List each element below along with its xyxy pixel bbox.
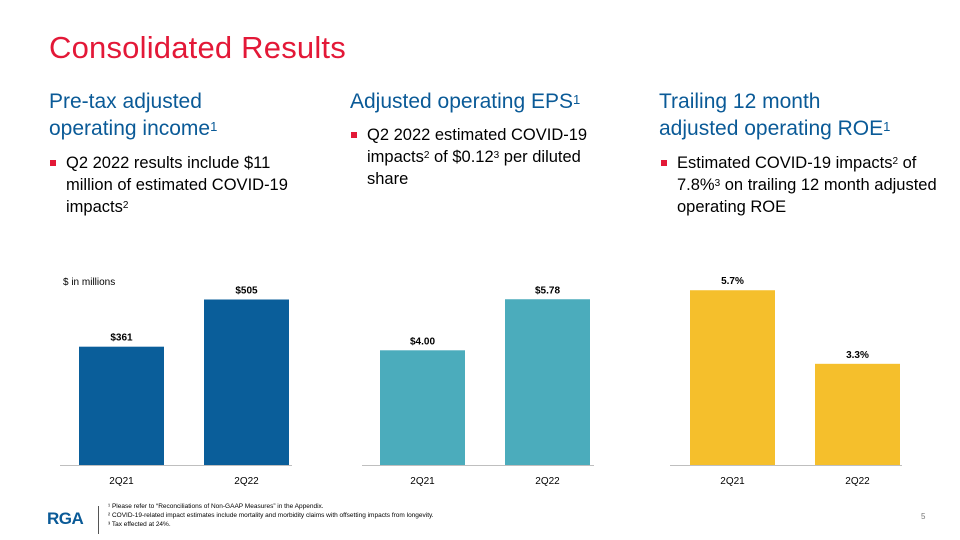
footnote-ref: 3 <box>493 150 500 161</box>
heading-line: operating income <box>49 117 211 140</box>
bar-2q21 <box>79 346 164 465</box>
rga-logo: RGA <box>47 509 84 528</box>
unit-label: $ in millions <box>63 277 116 288</box>
category-label: 2Q21 <box>410 476 435 487</box>
column-heading-eps: Adjusted operating EPS1 <box>350 88 630 115</box>
footnote-1: ¹ Please refer to “Reconciliations of No… <box>108 503 324 510</box>
category-label: 2Q21 <box>109 476 134 487</box>
footnote-ref: 2 <box>122 200 129 211</box>
bar-value-label: 5.7% <box>721 276 744 287</box>
bullet-eps: Q2 2022 estimated COVID-19 impacts2 of $… <box>351 124 619 190</box>
footnote-ref: 1 <box>572 92 581 107</box>
bar-value-label: $4.00 <box>410 336 435 347</box>
bar-2q22 <box>505 299 590 465</box>
bullet-pretax: Q2 2022 results include $11 million of e… <box>50 152 316 218</box>
footnote-ref: 2 <box>423 150 430 161</box>
bullet-text: Estimated COVID-19 impacts <box>677 154 893 172</box>
category-label: 2Q21 <box>720 476 745 487</box>
bar-value-label: $361 <box>110 333 133 344</box>
category-label: 2Q22 <box>234 476 259 487</box>
bullet-marker <box>50 160 56 166</box>
column-heading-pretax: Pre-tax adjusted operating income1 <box>49 88 309 142</box>
footnote-3: ³ Tax effected at 24%. <box>108 521 171 528</box>
bar-2q22 <box>815 363 900 465</box>
heading-line: Trailing 12 month <box>659 90 821 113</box>
footnote-ref: 1 <box>210 119 218 134</box>
footnote-2: ² COVID-19-related impact estimates incl… <box>108 512 434 519</box>
page-title: Consolidated Results <box>49 30 346 65</box>
heading-line: Adjusted operating EPS <box>350 90 573 113</box>
bullet-text: of 7.8% <box>677 154 917 194</box>
bar-2q22 <box>204 299 289 465</box>
heading-line: Pre-tax adjusted <box>49 90 202 113</box>
footnotes: ¹ Please refer to “Reconciliations of No… <box>108 502 434 529</box>
bullet-text: on trailing 12 month adjusted operating … <box>677 176 937 216</box>
bar-value-label: $5.78 <box>535 285 560 296</box>
bullet-marker <box>351 132 357 138</box>
bullet-marker <box>661 160 667 166</box>
bar-2q21 <box>690 290 775 465</box>
bullet-text: per diluted share <box>367 148 581 188</box>
page-number: 5 <box>921 512 926 521</box>
bar-value-label: 3.3% <box>846 350 869 361</box>
footnote-ref: 2 <box>892 156 899 167</box>
bullet-text: Q2 2022 estimated COVID-19 impacts <box>367 126 588 166</box>
bar-2q21 <box>380 350 465 465</box>
footnote-ref: 1 <box>883 119 891 134</box>
category-label: 2Q22 <box>845 476 870 487</box>
bullet-roe: Estimated COVID-19 impacts2 of 7.8%3 on … <box>661 152 939 218</box>
column-heading-roe: Trailing 12 month adjusted operating ROE… <box>659 88 949 142</box>
footer-divider <box>98 506 99 534</box>
bullet-text: of $0.12 <box>429 148 494 166</box>
footnote-ref: 3 <box>714 178 721 189</box>
heading-line: adjusted operating ROE <box>659 117 884 140</box>
bullet-text: Q2 2022 results include $11 million of e… <box>66 154 288 216</box>
bar-value-label: $505 <box>235 285 258 296</box>
category-label: 2Q22 <box>535 476 560 487</box>
